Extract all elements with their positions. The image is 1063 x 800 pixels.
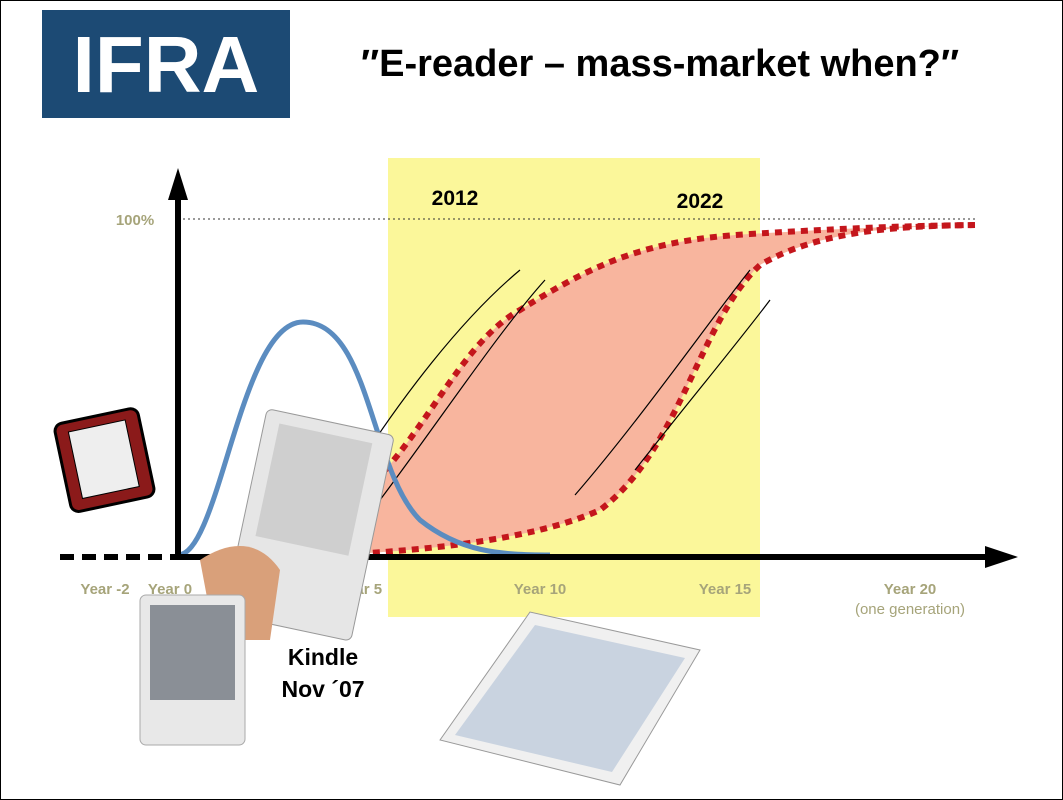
logo: IFRA [73,20,260,109]
x-label: Year 10 [514,581,567,598]
period-start: 2012 [432,187,479,210]
slide: IFRA ″E-reader – mass-market when?″ 2012… [0,0,1063,800]
x-label: Year -2 [80,581,129,598]
x-note: (one generation) [855,601,965,618]
caption-line: Nov ´07 [281,676,364,702]
period-end: 2022 [677,190,724,213]
title: ″E-reader – mass-market when?″ [361,43,959,85]
sony-reader [140,595,245,745]
x-label: Year 15 [699,581,752,598]
x-label: Year 20 [884,581,937,598]
caption-line: Kindle [288,644,358,670]
y-max-label: 100% [116,212,154,229]
tablet-icon [54,407,156,513]
